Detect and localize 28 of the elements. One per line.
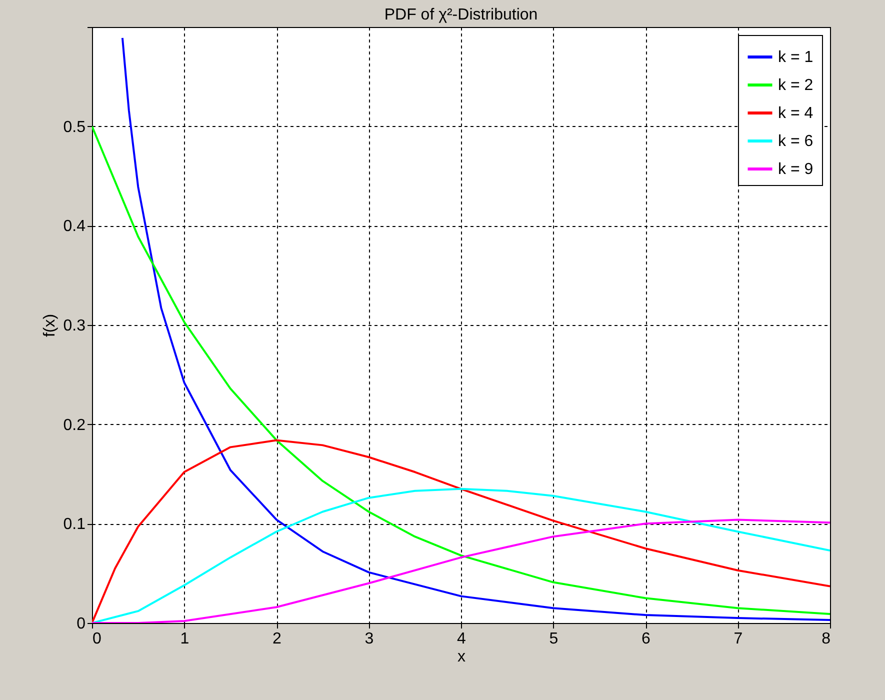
chart-title: PDF of χ²-Distribution (384, 6, 538, 24)
x-tick-label: 4 (457, 630, 466, 648)
y-tick-label: 0.5 (63, 118, 86, 136)
x-axis-title: x (458, 648, 466, 666)
legend-label: k = 2 (778, 77, 814, 94)
x-tick-label: 0 (92, 630, 102, 648)
line-series (92, 125, 830, 616)
x-tick-label: 3 (364, 630, 374, 648)
x-tick-label: 1 (180, 630, 190, 648)
legend-label: k = 4 (778, 105, 814, 122)
y-tick-label: 0 (76, 616, 86, 632)
legend-label: k = 1 (778, 49, 814, 66)
line-series (92, 439, 830, 623)
y-tick-label: 0.1 (63, 516, 86, 534)
line-series (121, 36, 830, 622)
y-tick-label: 0.2 (63, 416, 86, 434)
y-axis-title: f(x) (41, 314, 58, 338)
line-series (92, 488, 830, 623)
legend-label: k = 9 (778, 161, 814, 178)
line-series (92, 518, 830, 623)
x-tick-label: 5 (549, 630, 558, 648)
y-tick-label: 0.3 (63, 318, 86, 334)
legend-label: k = 6 (778, 133, 814, 150)
x-tick-label: 7 (734, 630, 743, 648)
x-tick-label: 2 (272, 630, 282, 648)
x-tick-label: 8 (822, 630, 831, 648)
x-tick-label: 6 (642, 630, 651, 648)
y-tick-label: 0.4 (63, 218, 86, 236)
